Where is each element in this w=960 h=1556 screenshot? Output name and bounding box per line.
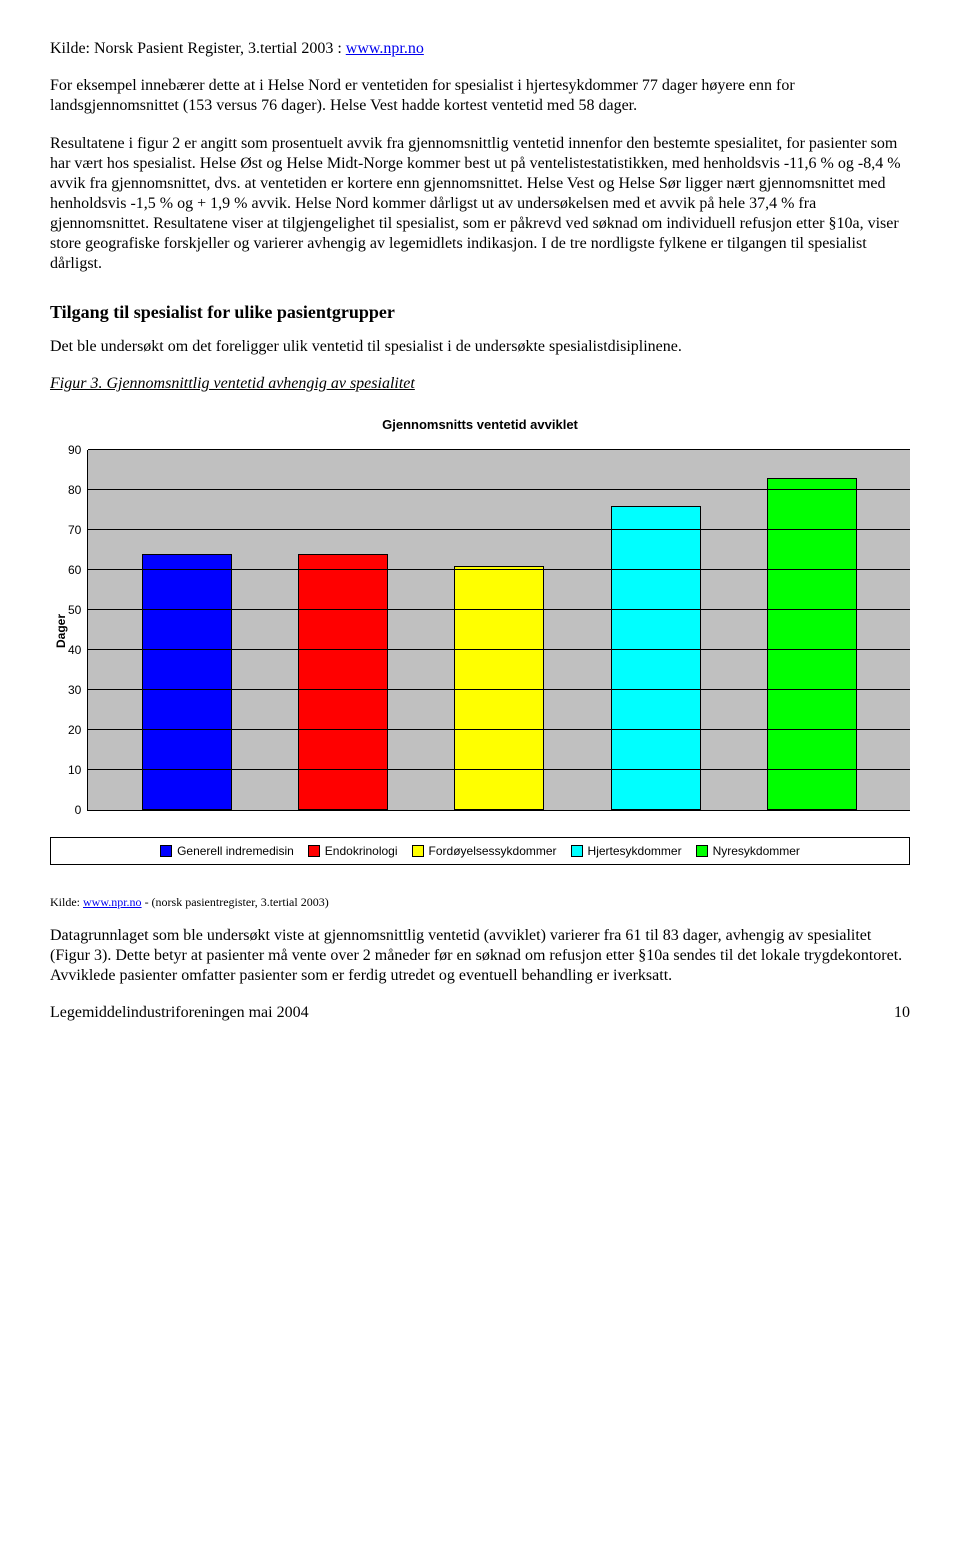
top-source-line: Kilde: Norsk Pasient Register, 3.tertial… [50, 40, 910, 58]
gridline [88, 609, 910, 610]
bars-container [88, 450, 910, 810]
legend-swatch [696, 845, 708, 857]
gridline [88, 529, 910, 530]
legend-label: Fordøyelsessykdommer [429, 844, 557, 858]
y-axis-ticks: 0102030405060708090 [68, 450, 87, 810]
paragraph-1: For eksempel innebærer dette at i Helse … [50, 76, 910, 116]
paragraph-2: Resultatene i figur 2 er angitt som pros… [50, 134, 910, 274]
footer-source-link[interactable]: www.npr.no [83, 895, 142, 909]
bar [298, 554, 388, 810]
gridline [88, 769, 910, 770]
legend-label: Generell indremedisin [177, 844, 294, 858]
footer-source-suffix: - (norsk pasientregister, 3.tertial 2003… [142, 895, 329, 909]
gridline [88, 729, 910, 730]
legend-label: Hjertesykdommer [588, 844, 682, 858]
y-axis-label: Dager [50, 450, 68, 811]
chart-body: Dager 0102030405060708090 [50, 450, 910, 811]
gridline [88, 689, 910, 690]
footer-left: Legemiddelindustriforeningen mai 2004 [50, 1004, 309, 1022]
figure-caption: Figur 3. Gjennomsnittlig ventetid avheng… [50, 375, 910, 393]
paragraph-3: Det ble undersøkt om det foreligger ulik… [50, 337, 910, 357]
section-heading: Tilgang til spesialist for ulike pasient… [50, 302, 910, 323]
legend-item: Hjertesykdommer [571, 844, 682, 858]
bar [767, 478, 857, 810]
legend-label: Nyresykdommer [713, 844, 800, 858]
footer-source-prefix: Kilde: [50, 895, 83, 909]
footer-page-number: 10 [894, 1004, 910, 1022]
legend-swatch [308, 845, 320, 857]
gridline [88, 489, 910, 490]
legend-swatch [160, 845, 172, 857]
bar [142, 554, 232, 810]
chart-legend: Generell indremedisin Endokrinologi Fordøy… [50, 837, 910, 865]
footer-source: Kilde: www.npr.no - (norsk pasientregist… [50, 895, 910, 910]
chart: Gjennomsnitts ventetid avviklet Dager 01… [50, 417, 910, 865]
legend-label: Endokrinologi [325, 844, 398, 858]
legend-item: Generell indremedisin [160, 844, 294, 858]
legend-swatch [571, 845, 583, 857]
paragraph-4: Datagrunnlaget som ble undersøkt viste a… [50, 926, 910, 986]
plot-area [87, 450, 910, 811]
bar [611, 506, 701, 810]
top-source-link[interactable]: www.npr.no [346, 40, 424, 57]
gridline [88, 569, 910, 570]
legend-item: Nyresykdommer [696, 844, 800, 858]
legend-swatch [412, 845, 424, 857]
legend-item: Endokrinologi [308, 844, 398, 858]
legend-item: Fordøyelsessykdommer [412, 844, 557, 858]
top-source-prefix: Kilde: Norsk Pasient Register, 3.tertial… [50, 40, 346, 57]
gridline [88, 449, 910, 450]
bar [454, 566, 544, 810]
chart-title: Gjennomsnitts ventetid avviklet [50, 417, 910, 432]
page-footer: Legemiddelindustriforeningen mai 2004 10 [50, 1004, 910, 1022]
gridline [88, 649, 910, 650]
